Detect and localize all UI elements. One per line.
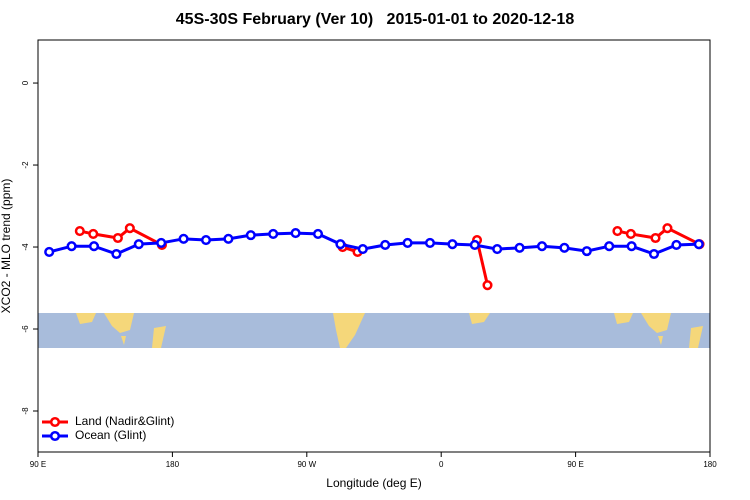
plot-frame xyxy=(37,39,711,453)
chart-title: 45S-30S February (Ver 10) 2015-01-01 to … xyxy=(176,11,575,28)
data-point xyxy=(662,223,673,234)
map-land xyxy=(469,313,490,324)
data-point xyxy=(112,232,123,244)
map-land xyxy=(658,336,663,345)
data-point xyxy=(650,232,661,244)
map-land xyxy=(689,326,703,348)
data-point xyxy=(447,239,458,250)
data-point xyxy=(581,246,592,257)
data-point xyxy=(648,248,660,260)
legend-label: Land (Nadir&Glint) xyxy=(75,414,174,428)
data-point xyxy=(482,280,493,291)
y-axis-label: XCO2 - MLO trend (ppm) xyxy=(0,179,13,314)
y-tick-label: -2 xyxy=(21,161,30,169)
data-point xyxy=(74,225,85,237)
x-tick-label: 180 xyxy=(703,460,717,469)
y-tick-label: -8 xyxy=(21,407,30,415)
map-land xyxy=(333,313,365,348)
data-point xyxy=(66,241,77,252)
data-point xyxy=(380,239,391,251)
data-point xyxy=(559,242,570,253)
data-point xyxy=(156,237,167,248)
data-point xyxy=(245,230,256,241)
data-point xyxy=(111,248,122,260)
data-point xyxy=(268,228,279,239)
map-land xyxy=(641,313,671,333)
data-point xyxy=(671,239,682,251)
data-point xyxy=(693,239,704,250)
data-point xyxy=(514,242,525,253)
legend-marker xyxy=(49,416,61,428)
map-land xyxy=(76,313,96,324)
data-point xyxy=(88,241,100,252)
data-point xyxy=(626,241,637,252)
data-point xyxy=(536,241,548,252)
data-point xyxy=(290,228,301,239)
data-point xyxy=(424,237,436,248)
data-point xyxy=(612,225,623,237)
y-tick-label: -4 xyxy=(21,243,30,251)
data-point xyxy=(625,228,636,239)
map-land xyxy=(121,336,126,345)
map-strip xyxy=(38,313,710,348)
legend-marker xyxy=(49,430,61,442)
data-point xyxy=(88,228,99,239)
y-tick-label: -6 xyxy=(21,325,30,333)
x-tick-label: 180 xyxy=(166,460,180,469)
map-land xyxy=(614,313,633,324)
data-point xyxy=(44,246,55,257)
data-point xyxy=(223,233,234,244)
data-point xyxy=(469,239,480,251)
y-tick-label: 0 xyxy=(21,80,30,85)
x-tick-label: 90 E xyxy=(30,460,46,469)
data-point xyxy=(402,237,413,248)
x-axis-label: Longitude (deg E) xyxy=(326,476,421,490)
map-land xyxy=(104,313,134,333)
x-tick-label: 0 xyxy=(439,460,444,469)
x-tick-label: 90 E xyxy=(567,460,583,469)
data-point xyxy=(178,233,189,244)
data-point xyxy=(312,228,324,239)
data-point xyxy=(200,235,212,246)
data-point xyxy=(133,239,144,250)
data-point xyxy=(357,244,368,255)
x-tick-label: 90 W xyxy=(297,460,316,469)
data-point xyxy=(492,244,503,255)
data-point xyxy=(604,241,615,252)
data-point xyxy=(335,239,346,250)
legend-label: Ocean (Glint) xyxy=(75,428,146,442)
map-ocean xyxy=(38,313,710,348)
map-land xyxy=(152,326,166,348)
data-point xyxy=(124,223,135,234)
